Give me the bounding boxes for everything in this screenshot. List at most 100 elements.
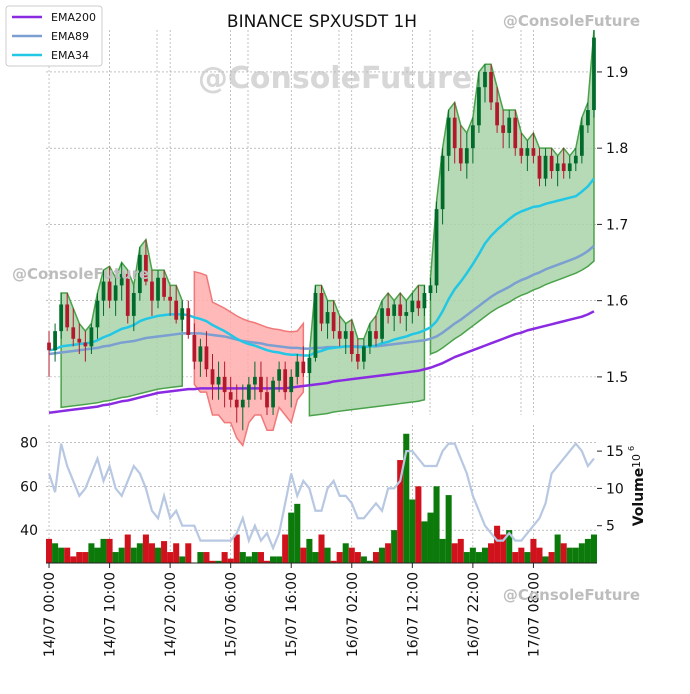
candle-body bbox=[168, 296, 173, 301]
candle-body bbox=[180, 308, 185, 320]
price-tick-label: 1.7 bbox=[606, 217, 628, 233]
legend-label-ema89: EMA89 bbox=[51, 30, 89, 43]
candle-body bbox=[579, 125, 584, 156]
volume-bar bbox=[294, 503, 301, 563]
volume-right-tick-label: 10 bbox=[606, 481, 624, 497]
volume-bar bbox=[46, 538, 53, 563]
volume-bar bbox=[403, 433, 410, 563]
volume-bar bbox=[439, 538, 446, 563]
volume-bar bbox=[209, 560, 216, 563]
volume-bar bbox=[415, 486, 422, 563]
volume-bar bbox=[372, 552, 380, 563]
candle-body bbox=[119, 273, 124, 286]
volume-layer bbox=[46, 433, 597, 563]
candle-body bbox=[71, 327, 76, 339]
candle-body bbox=[446, 117, 451, 156]
candle-body bbox=[156, 277, 160, 301]
price-tick-label: 1.5 bbox=[606, 370, 628, 386]
candle-body bbox=[253, 376, 257, 385]
candle-body bbox=[319, 293, 324, 324]
candle-body bbox=[125, 273, 130, 316]
candle-body bbox=[259, 376, 263, 393]
volume-bar bbox=[94, 547, 101, 563]
candle-body bbox=[537, 155, 542, 179]
candle-body bbox=[150, 281, 154, 301]
volume-bar bbox=[427, 512, 434, 563]
volume-bar bbox=[233, 534, 240, 563]
candle-body bbox=[204, 346, 209, 370]
volume-bar bbox=[348, 547, 355, 563]
volume-bar bbox=[106, 538, 113, 563]
candle-body bbox=[113, 285, 118, 301]
candle-body bbox=[47, 342, 51, 351]
candle-body bbox=[567, 163, 572, 172]
watermark-bottom-right: @ConsoleFuture bbox=[503, 586, 640, 604]
candle-body bbox=[192, 334, 197, 362]
volume-bar bbox=[324, 547, 331, 563]
candle-body bbox=[65, 304, 70, 328]
candle-body bbox=[368, 331, 372, 347]
candle-body bbox=[495, 102, 499, 126]
candle-body bbox=[470, 125, 475, 149]
candle-body bbox=[549, 155, 554, 172]
candle-body bbox=[349, 331, 354, 355]
volume-bar bbox=[167, 552, 174, 563]
candle-body bbox=[295, 361, 300, 377]
x-tick-label: 14/07 10:00 bbox=[103, 572, 119, 657]
volume-bar bbox=[506, 530, 513, 563]
watermark-top-right: @ConsoleFuture bbox=[503, 12, 640, 30]
candle-body bbox=[289, 376, 294, 393]
candle-body bbox=[458, 148, 463, 164]
volume-bar bbox=[445, 495, 452, 563]
volume-left-tick-label: 40 bbox=[20, 523, 38, 539]
volume-bar bbox=[251, 552, 258, 563]
volume-secondary-line bbox=[47, 441, 595, 552]
candle-body bbox=[246, 384, 251, 400]
volume-bar bbox=[306, 538, 313, 563]
volume-bar bbox=[215, 560, 222, 563]
volume-bar bbox=[560, 543, 567, 563]
price-tick-label: 1.9 bbox=[606, 65, 628, 81]
candle-body bbox=[440, 155, 445, 210]
candle-body bbox=[277, 369, 281, 381]
x-tick-label: 16/07 12:00 bbox=[405, 572, 421, 657]
candle-body bbox=[95, 300, 100, 328]
volume-bar bbox=[161, 541, 168, 563]
candle-body bbox=[452, 117, 457, 149]
candle-body bbox=[513, 117, 518, 149]
volume-bar bbox=[584, 538, 591, 563]
volume-bar bbox=[518, 547, 525, 563]
volume-bar bbox=[360, 556, 367, 563]
candle-body bbox=[186, 308, 191, 335]
volume-bar bbox=[288, 512, 295, 563]
volume-bar bbox=[64, 547, 71, 563]
volume-bar bbox=[578, 543, 585, 563]
candle-body bbox=[386, 308, 390, 316]
candle-body bbox=[331, 312, 336, 332]
candle-body bbox=[53, 331, 57, 351]
volume-bar bbox=[385, 543, 392, 563]
candle-body bbox=[573, 155, 578, 164]
volume-bar bbox=[524, 552, 531, 563]
volume-bar bbox=[494, 525, 501, 563]
candle-body bbox=[507, 117, 512, 133]
volume-bar bbox=[397, 460, 404, 563]
candle-body bbox=[307, 357, 312, 374]
volume-bar bbox=[548, 552, 555, 563]
volume-bar bbox=[58, 547, 65, 563]
candle-body bbox=[337, 331, 342, 339]
volume-bar bbox=[257, 552, 264, 563]
candle-body bbox=[592, 37, 596, 111]
series-line-ema200 bbox=[48, 310, 595, 414]
candle-body bbox=[271, 380, 275, 408]
volume-bar bbox=[142, 534, 149, 563]
volume-bar bbox=[136, 543, 143, 563]
volume-bar bbox=[282, 534, 289, 563]
volume-right-tick-label: 5 bbox=[606, 519, 615, 535]
candle-body bbox=[477, 87, 481, 126]
candle-body bbox=[162, 277, 166, 297]
volume-bar bbox=[154, 547, 162, 563]
volume-bar bbox=[118, 547, 125, 563]
